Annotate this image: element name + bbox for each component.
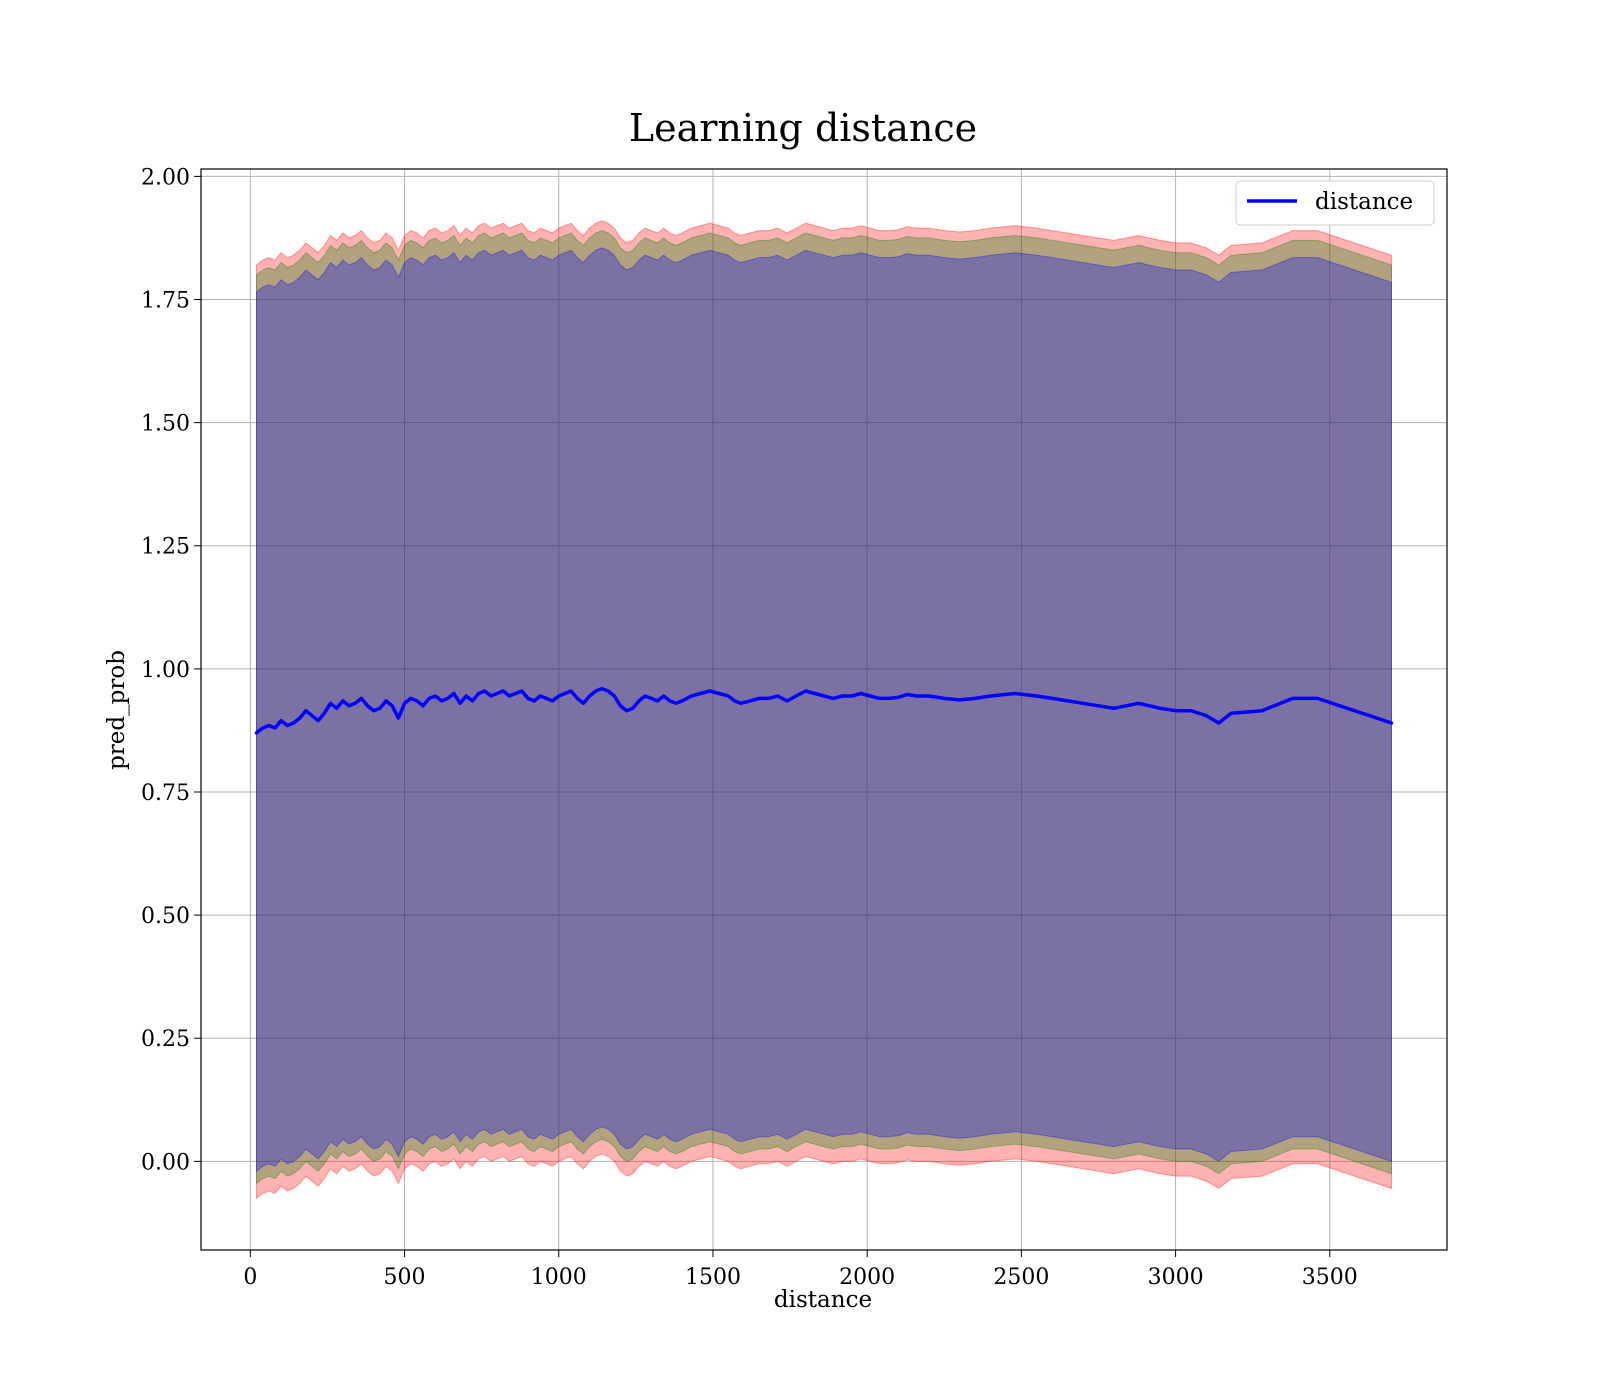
legend-box bbox=[1235, 180, 1435, 226]
y-tick-label: 0.25 bbox=[141, 1027, 190, 1052]
x-tick-label: 1500 bbox=[685, 1265, 741, 1290]
y-tick-label: 1.50 bbox=[141, 412, 190, 437]
y-axis-label: pred_prob bbox=[104, 650, 130, 770]
y-tick-label: 2.00 bbox=[141, 165, 190, 190]
series-line-distance bbox=[254, 686, 1394, 735]
x-axis-label: distance bbox=[774, 1287, 872, 1313]
confidence-band-2 bbox=[256, 230, 1392, 1185]
y-tick-label: 0.50 bbox=[141, 904, 190, 929]
x-tick-label: 0 bbox=[243, 1265, 257, 1290]
x-tick-label: 500 bbox=[384, 1265, 426, 1290]
y-axis-ticks: 0.00 0.25 0.50 0.75 1.00 1.25 1.50 1.75 2.00 bbox=[141, 165, 201, 1175]
grid-lines bbox=[201, 169, 1447, 1250]
confidence-band-1 bbox=[256, 220, 1392, 1200]
chart-title: Learning distance bbox=[629, 106, 977, 150]
y-tick-label: 1.75 bbox=[141, 289, 190, 314]
plot-frame bbox=[200, 168, 1448, 1251]
x-tick-label: 3000 bbox=[1148, 1265, 1204, 1290]
y-tick-label: 0.75 bbox=[141, 781, 190, 806]
x-tick-label: 2500 bbox=[993, 1265, 1049, 1290]
legend: distance bbox=[1235, 180, 1435, 226]
confidence-band-3 bbox=[256, 247, 1392, 1173]
y-tick-label: 1.00 bbox=[141, 658, 190, 683]
x-tick-label: 2000 bbox=[839, 1265, 895, 1290]
x-tick-label: 1000 bbox=[531, 1265, 587, 1290]
y-tick-label: 1.25 bbox=[141, 535, 190, 560]
x-axis-ticks: 0 500 1000 1500 2000 2500 3000 3500 bbox=[243, 1250, 1358, 1290]
y-tick-label: 0.00 bbox=[141, 1150, 190, 1175]
legend-label: distance bbox=[1315, 189, 1413, 215]
confidence-bands bbox=[256, 220, 1392, 1200]
series-lines bbox=[254, 686, 1394, 735]
x-tick-label: 3500 bbox=[1302, 1265, 1358, 1290]
